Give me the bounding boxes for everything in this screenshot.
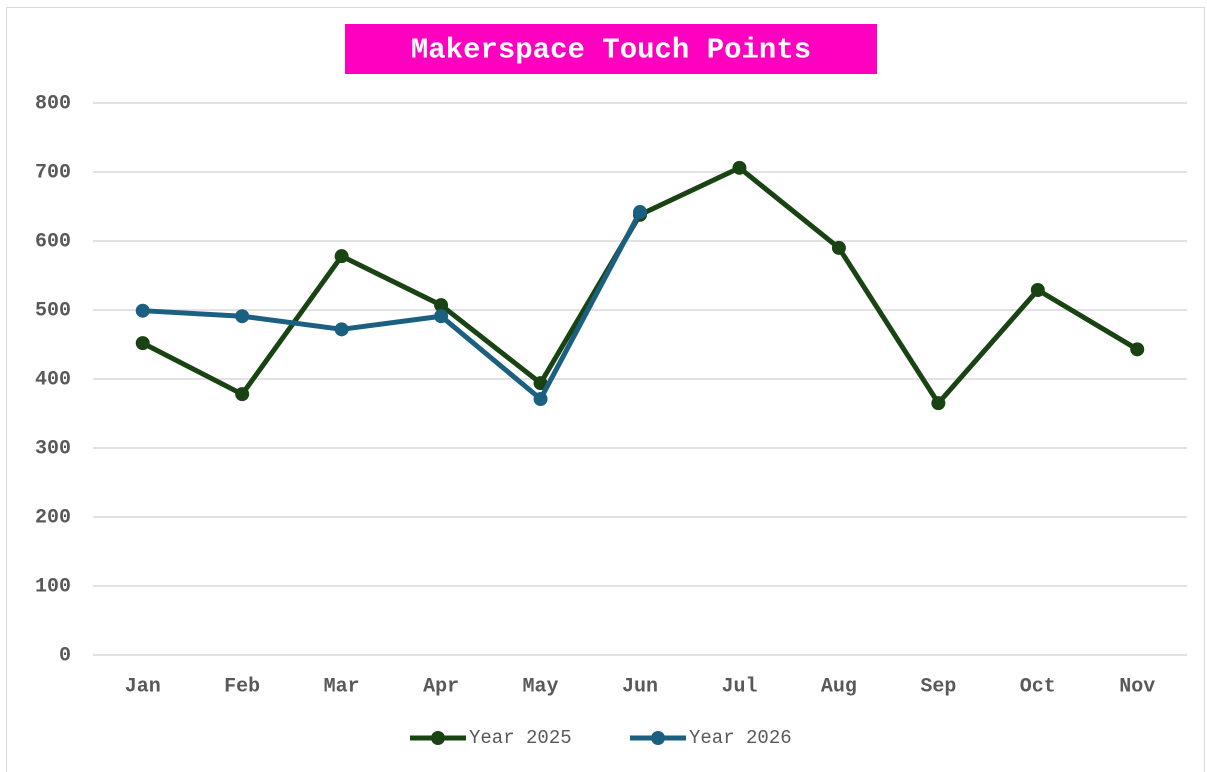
y-tick-label: 0 xyxy=(59,644,71,667)
x-tick-label: Apr xyxy=(423,675,459,698)
series-line xyxy=(142,210,643,402)
data-point xyxy=(533,376,548,391)
x-tick-label: Mar xyxy=(324,675,360,698)
x-tick-label: May xyxy=(523,675,559,698)
chart-title: Makerspace Touch Points xyxy=(411,34,811,67)
x-tick-label: Sep xyxy=(920,675,956,698)
data-point xyxy=(334,249,349,264)
data-point xyxy=(135,336,150,351)
y-tick-label: 700 xyxy=(35,161,71,184)
y-tick-label: 800 xyxy=(35,92,71,115)
legend-marker xyxy=(651,731,665,745)
data-point xyxy=(533,392,548,407)
legend-marker xyxy=(431,731,445,745)
legend-label: Year 2026 xyxy=(689,727,792,749)
x-tick-label: Feb xyxy=(224,675,260,698)
y-tick-label: 200 xyxy=(35,506,71,529)
data-point xyxy=(1130,342,1145,357)
y-tick-label: 600 xyxy=(35,230,71,253)
legend-label: Year 2025 xyxy=(469,727,572,749)
data-point xyxy=(1030,282,1045,297)
y-tick-label: 500 xyxy=(35,299,71,322)
x-tick-label: Jan xyxy=(125,675,161,698)
data-point xyxy=(235,387,250,402)
data-point xyxy=(633,205,647,220)
data-point xyxy=(434,309,449,324)
y-tick-label: 400 xyxy=(35,368,71,391)
x-tick-label: Oct xyxy=(1020,675,1056,698)
data-point xyxy=(732,160,747,175)
x-tick-label: Nov xyxy=(1119,675,1155,698)
chart-frame xyxy=(6,7,1205,772)
data-point xyxy=(434,298,449,313)
x-tick-label: Jul xyxy=(721,675,757,698)
title-box xyxy=(345,24,877,74)
data-point xyxy=(931,396,946,411)
y-tick-label: 300 xyxy=(35,437,71,460)
x-tick-label: Aug xyxy=(821,675,857,698)
data-point xyxy=(334,322,349,337)
data-point xyxy=(135,303,150,318)
y-tick-label: 100 xyxy=(35,575,71,598)
data-point xyxy=(831,240,846,255)
x-tick-label: Jun xyxy=(622,675,658,698)
data-point xyxy=(235,309,250,324)
